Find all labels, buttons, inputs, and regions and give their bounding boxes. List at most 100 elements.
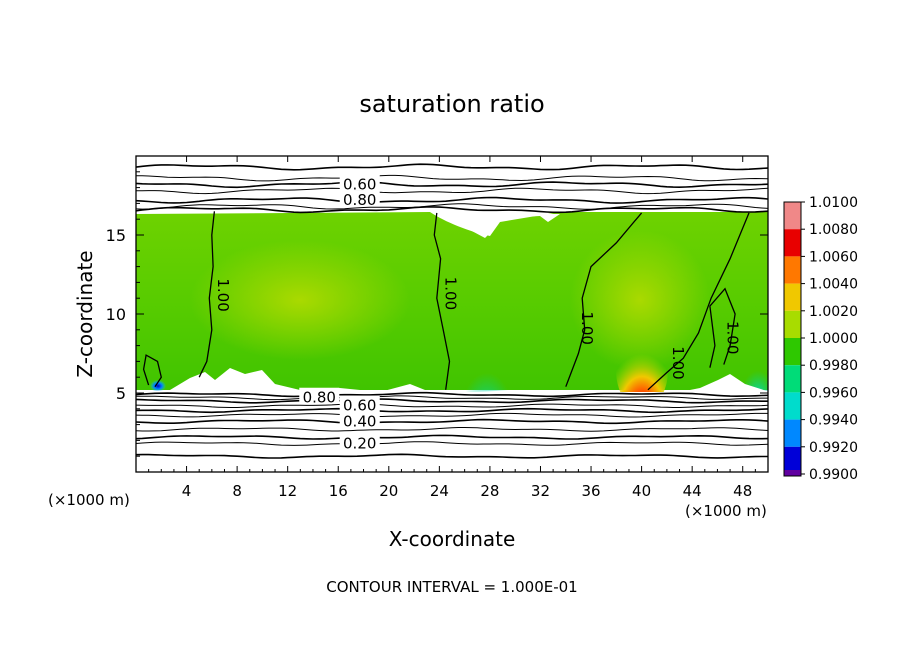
contour-label-group: 0.40 [339, 411, 380, 430]
contour-line-lower [136, 418, 768, 425]
colorbar: 1.0100 1.0080 1.0060 1.0040 1.0020 1.0000 0.99… [783, 195, 858, 483]
contour-lines [136, 163, 768, 459]
contour-label: 1.00 [669, 346, 687, 379]
contour-line-lower [136, 434, 768, 440]
x-tick-label: 24 [430, 482, 449, 500]
x-tick-label: 16 [329, 482, 348, 500]
colorbar-label: 1.0060 [809, 249, 858, 265]
contour-label-bg [339, 433, 380, 450]
contour-line-lower [136, 398, 768, 404]
contour-label: 1.00 [214, 278, 232, 311]
colorbar-frame [783, 201, 802, 477]
cloud-top-edge [440, 214, 560, 238]
contour-label-bg [339, 174, 380, 191]
contour-label: 0.80 [343, 191, 376, 209]
contour-label: 0.20 [343, 435, 376, 453]
contour-line-lower [136, 427, 768, 432]
contour-label-group: 1.00 [724, 321, 742, 354]
contour-label: 0.80 [303, 389, 336, 407]
colorbar-label: 1.0000 [809, 331, 858, 347]
y-axis: 5 10 15 [106, 171, 768, 457]
colorbar-segment [784, 446, 801, 474]
supersaturation-peak [616, 330, 668, 410]
colorbar-segment [784, 310, 801, 338]
contour-line-upper [136, 174, 768, 182]
contour-label-bg [299, 387, 340, 404]
contour-label: 1.00 [724, 321, 742, 354]
colorbar-segment [784, 338, 801, 366]
colorbar-label: 0.9980 [809, 358, 858, 374]
contour-interval-note: CONTOUR INTERVAL = 1.000E-01 [326, 578, 577, 596]
x-tick-label: 8 [232, 482, 242, 500]
colorbar-label: 0.9900 [809, 467, 858, 483]
colorbar-segment [784, 256, 801, 284]
warm-patch [570, 230, 710, 370]
x-tick-label: 28 [480, 482, 499, 500]
colorbar-label: 1.0080 [809, 222, 858, 238]
contour-line-upper [136, 163, 768, 171]
contour-label-group: 1.00 [578, 312, 596, 345]
contour-label: 0.40 [343, 412, 376, 430]
x-tick-label: 40 [632, 482, 651, 500]
contour-label-group: 0.80 [339, 190, 380, 209]
colorbar-segment [784, 202, 801, 230]
subsaturation-spot [150, 380, 166, 392]
colorbar-segment [784, 419, 801, 447]
saturation-contour [565, 212, 643, 387]
contour-label-group: 1.00 [442, 277, 460, 310]
contour-label: 0.60 [343, 397, 376, 415]
contour-label-bg [339, 190, 380, 207]
contour-line-upper [136, 206, 768, 214]
contour-label-bg [339, 411, 380, 428]
contour-label: 1.00 [442, 277, 460, 310]
x-axis-label: X-coordinate [389, 527, 516, 551]
colorbar-label: 1.0100 [809, 195, 858, 211]
contour-line-upper [136, 180, 768, 189]
x-axis: 4 8 12 16 20 24 28 32 36 40 44 48 [148, 156, 756, 500]
x-tick-label: 32 [531, 482, 550, 500]
plot-area: 0.600.801.00 1.001.001.001.000.80 0.600.40… [136, 163, 768, 472]
contour-labels: 0.600.801.00 1.001.001.001.000.80 0.600.40… [214, 174, 742, 453]
saturation-contour [709, 287, 736, 368]
x-tick-label: 48 [733, 482, 752, 500]
colorbar-segment [784, 392, 801, 420]
y-tick-label: 10 [106, 305, 126, 324]
saturation-contour [647, 212, 750, 391]
warm-patch [190, 240, 410, 360]
contour-label-group: 0.60 [339, 174, 380, 193]
y-axis-label: Z-coordinate [73, 250, 97, 377]
x-tick-label: 20 [379, 482, 398, 500]
chart-title: saturation ratio [359, 90, 544, 118]
contour-label-group: 1.00 [214, 278, 232, 311]
x-tick-label: 4 [182, 482, 192, 500]
colorbar-label: 0.9960 [809, 385, 858, 401]
saturation-contour [433, 212, 451, 390]
colorbar-segment [784, 229, 801, 257]
contour-label: 1.00 [578, 312, 596, 345]
saturation-contour [198, 211, 216, 378]
saturation-contour [142, 354, 162, 388]
colorbar-segment [784, 470, 801, 476]
contour-line-lower [136, 412, 768, 418]
contour-line-lower [136, 453, 768, 459]
x-tick-label: 12 [278, 482, 297, 500]
contour-line-lower [136, 441, 768, 446]
x-unit-right: (×1000 m) [685, 502, 767, 520]
contour-line-lower [136, 395, 768, 401]
contour-label: 0.60 [343, 175, 376, 193]
contour-label-group: 0.80 [299, 387, 340, 407]
contour-line-upper [136, 203, 768, 210]
contour-label-bg [339, 395, 380, 412]
contour-line-lower [136, 403, 768, 408]
y-tick-label: 5 [116, 384, 126, 403]
contour-line-lower [136, 391, 768, 398]
colorbar-label: 1.0020 [809, 304, 858, 320]
contour-line-upper [136, 187, 768, 195]
colorbar-segment [784, 365, 801, 393]
y-tick-label: 15 [106, 226, 126, 245]
contour-label-group: 0.60 [339, 395, 380, 415]
contour-label-group: 0.20 [339, 433, 380, 453]
x-unit-left: (×1000 m) [48, 491, 130, 509]
contour-line-lower [136, 407, 768, 414]
